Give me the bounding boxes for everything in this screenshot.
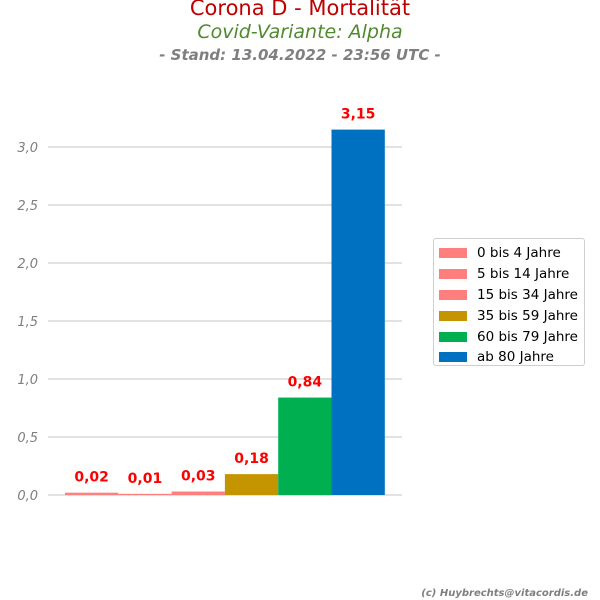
legend-swatch — [439, 352, 467, 363]
credit-text: (c) Huybrechts@vitacordis.de — [421, 588, 588, 599]
legend-swatch — [439, 248, 467, 259]
data-label: 0,84 — [288, 375, 323, 391]
y-tick-label: 1,0 — [17, 373, 38, 388]
chart-subtitle: Covid-Variante: Alpha — [197, 21, 403, 43]
legend-item: 0 bis 4 Jahre — [439, 243, 584, 264]
chart-date-stand: - Stand: 13.04.2022 - 23:56 UTC - — [159, 46, 441, 64]
bar-5 — [278, 397, 332, 495]
legend-label: 15 bis 34 Jahre — [477, 286, 578, 303]
y-tick-label: 2,5 — [17, 199, 38, 214]
data-label: 0,03 — [181, 469, 216, 485]
data-label: 0,01 — [128, 471, 163, 487]
legend-swatch — [439, 289, 467, 300]
y-tick-label: 0,5 — [17, 431, 38, 446]
data-label: 3,15 — [341, 107, 376, 123]
y-tick-label: 3,0 — [17, 141, 38, 156]
legend-label: ab 80 Jahre — [477, 349, 554, 366]
legend-swatch — [439, 331, 467, 342]
legend-label: 5 bis 14 Jahre — [477, 266, 570, 283]
y-tick-label: 1,5 — [17, 315, 38, 330]
bar-2 — [118, 493, 172, 495]
chart-title: Corona D - Mortalität — [189, 0, 411, 20]
bar-1 — [65, 492, 119, 495]
legend-label: 0 bis 4 Jahre — [477, 245, 561, 262]
legend-label: 35 bis 59 Jahre — [477, 307, 578, 324]
legend-item: 5 bis 14 Jahre — [439, 264, 584, 285]
bar-6 — [331, 129, 385, 495]
data-label: 0,18 — [234, 451, 269, 467]
legend-item: ab 80 Jahre — [439, 347, 584, 368]
legend: 0 bis 4 Jahre 5 bis 14 Jahre 15 bis 34 Jah… — [433, 238, 585, 366]
y-tick-label: 0,0 — [17, 489, 38, 504]
data-labels: 0,02 0,01 0,03 0,18 0,84 3,15 — [74, 107, 375, 487]
legend-item: 60 bis 79 Jahre — [439, 326, 584, 347]
legend-label: 60 bis 79 Jahre — [477, 328, 578, 345]
legend-swatch — [439, 310, 467, 321]
legend-swatch — [439, 269, 467, 280]
bars — [65, 129, 385, 495]
legend-item: 15 bis 34 Jahre — [439, 285, 584, 306]
data-label: 0,02 — [74, 470, 109, 486]
y-tick-label: 2,0 — [17, 257, 38, 272]
bar-4 — [224, 474, 279, 495]
y-axis-tick-labels: 0,0 0,5 1,0 1,5 2,0 2,5 3,0 — [17, 141, 38, 504]
bar-3 — [171, 491, 225, 495]
legend-item: 35 bis 59 Jahre — [439, 305, 584, 326]
